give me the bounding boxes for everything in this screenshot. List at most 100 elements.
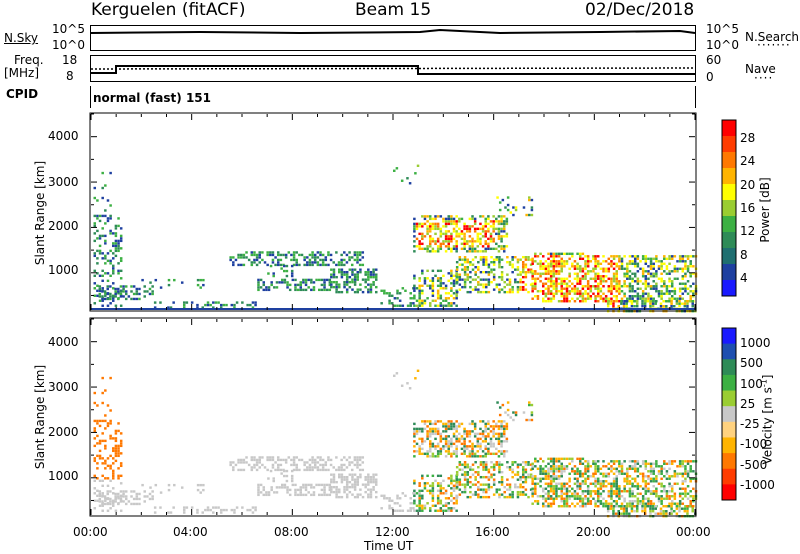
- velocity-cell: [303, 463, 306, 467]
- power-cell: [458, 256, 462, 259]
- power-cell: [463, 232, 466, 236]
- power-cell: [665, 285, 669, 288]
- power-cell: [670, 270, 674, 273]
- velocity-cell: [496, 401, 499, 404]
- power-cell: [286, 286, 289, 289]
- power-cell: [393, 304, 397, 307]
- power-cell: [153, 306, 157, 309]
- velocity-cell: [468, 435, 472, 438]
- velocity-cell: [318, 483, 321, 487]
- velocity-cell: [114, 449, 118, 453]
- velocity-cell: [299, 486, 303, 489]
- power-cell: [547, 280, 550, 283]
- velocity-cell: [655, 492, 658, 495]
- velocity-cell: [678, 462, 682, 465]
- velocity-cell: [528, 418, 531, 422]
- velocity-cell: [497, 450, 501, 453]
- power-cell: [351, 280, 354, 284]
- velocity-cell: [678, 460, 682, 463]
- power-cell: [271, 258, 275, 262]
- velocity-cell: [442, 425, 445, 428]
- power-cell: [335, 251, 338, 254]
- velocity-cell: [345, 493, 349, 496]
- velocity-cell: [681, 482, 685, 485]
- velocity-cell: [596, 487, 600, 490]
- power-cell: [678, 282, 682, 285]
- power-cell: [576, 280, 579, 283]
- power-cell: [581, 297, 585, 300]
- velocity-cell: [428, 420, 432, 423]
- power-cell: [584, 300, 587, 303]
- velocity-cell: [436, 509, 440, 512]
- velocity-cell: [692, 477, 695, 480]
- velocity-cell: [492, 473, 496, 476]
- power-cell: [481, 245, 485, 248]
- velocity-cell: [96, 434, 99, 438]
- velocity-cell: [623, 485, 626, 488]
- power-cell: [626, 277, 629, 280]
- velocity-cell: [623, 472, 626, 475]
- power-cell: [599, 277, 603, 280]
- power-cell: [455, 240, 458, 243]
- velocity-cell: [117, 474, 120, 478]
- power-cell: [450, 277, 453, 280]
- velocity-cell: [450, 427, 453, 431]
- velocity-cell: [489, 445, 493, 448]
- velocity-cell: [413, 455, 416, 458]
- velocity-cell: [482, 475, 485, 479]
- power-cell: [304, 281, 308, 284]
- power-cell: [592, 285, 595, 288]
- power-cell: [148, 292, 152, 296]
- velocity-cell: [555, 467, 558, 470]
- power-cell: [667, 300, 671, 303]
- power-cell: [552, 260, 556, 263]
- power-cell: [235, 301, 239, 304]
- velocity-cell: [594, 490, 597, 493]
- power-cell: [678, 267, 682, 270]
- velocity-cell: [418, 497, 421, 500]
- velocity-cell: [623, 477, 626, 480]
- power-cell: [514, 280, 517, 284]
- power-cell: [521, 270, 525, 274]
- power-cell: [428, 302, 432, 305]
- velocity-cell: [651, 510, 655, 513]
- power-cell: [623, 282, 626, 285]
- power-cell: [328, 288, 332, 292]
- velocity-cell: [283, 486, 287, 489]
- power-cell: [434, 250, 437, 253]
- velocity-cell: [426, 450, 429, 453]
- power-cell: [659, 302, 663, 305]
- velocity-cell: [498, 493, 501, 496]
- velocity-cell: [343, 488, 346, 491]
- power-cell: [686, 305, 689, 308]
- power-cell: [428, 222, 432, 226]
- power-cell: [324, 263, 328, 267]
- power-cell: [247, 258, 251, 262]
- power-cell: [348, 251, 351, 254]
- velocity-cell: [508, 485, 512, 489]
- power-cell: [633, 262, 637, 265]
- velocity-cell: [273, 491, 276, 494]
- power-cell: [421, 225, 424, 228]
- velocity-cell: [266, 468, 269, 472]
- velocity-cell: [98, 454, 102, 458]
- velocity-cell: [644, 462, 648, 465]
- power-cell: [106, 259, 110, 263]
- velocity-cell: [531, 467, 534, 470]
- velocity-cell: [673, 475, 677, 478]
- velocity-cell: [586, 470, 590, 473]
- power-cell: [502, 250, 506, 253]
- power-cell: [93, 239, 97, 243]
- xtick-6: 00:00: [676, 525, 711, 539]
- velocity-cell: [418, 450, 421, 453]
- power-cell: [628, 290, 632, 293]
- velocity-cell: [663, 485, 666, 488]
- velocity-cell: [421, 509, 424, 512]
- velocity-cell: [578, 482, 582, 485]
- power-cell: [468, 245, 472, 248]
- power-cell: [318, 288, 321, 292]
- velocity-cell: [618, 470, 621, 473]
- velocity-cell: [660, 502, 663, 505]
- velocity-cell: [290, 474, 294, 478]
- velocity-cell: [675, 505, 679, 508]
